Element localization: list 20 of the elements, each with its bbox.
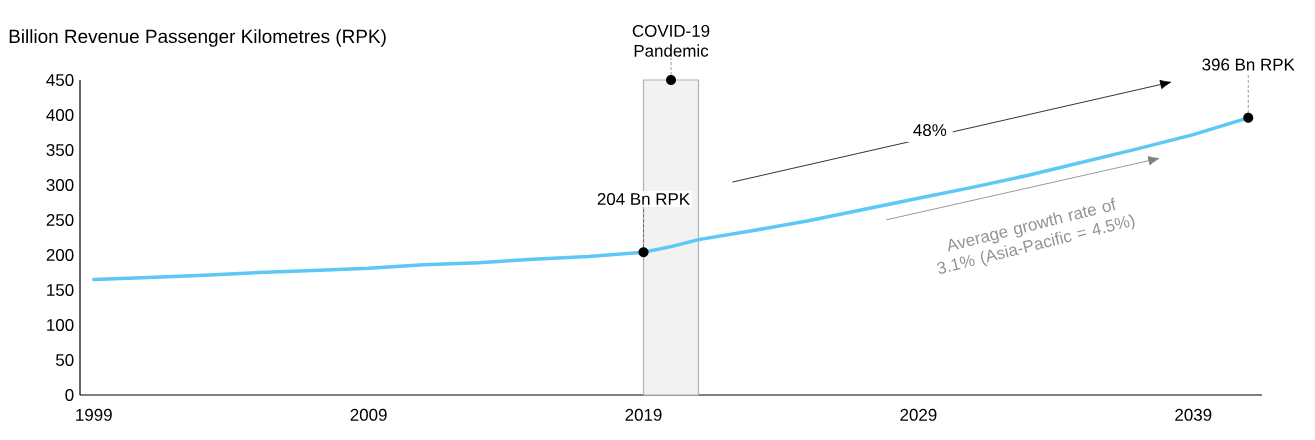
y-tick-label: 400 bbox=[46, 109, 74, 121]
y-tick-label: 300 bbox=[46, 179, 74, 191]
y-tick-label: 150 bbox=[47, 284, 74, 296]
annotation: 48% bbox=[913, 124, 947, 137]
x-tick-label: 2039 bbox=[1175, 408, 1212, 421]
y-tick-label: 450 bbox=[46, 74, 74, 86]
y-tick-label: 350 bbox=[46, 144, 74, 156]
y-tick-label: 200 bbox=[46, 249, 74, 261]
y-tick-label: 100 bbox=[47, 319, 74, 331]
annotation: 396 Bn RPK bbox=[1202, 58, 1295, 71]
y-tick-label: 50 bbox=[55, 354, 74, 366]
annotation: 204 Bn RPK bbox=[597, 193, 690, 205]
y-tick-label: 0 bbox=[65, 389, 74, 401]
band-label: COVID-19 Pandemic bbox=[632, 24, 710, 57]
y-tick-label: 250 bbox=[46, 214, 74, 226]
y-axis-title: Billion Revenue Passenger Kilometres (RPK) bbox=[9, 29, 386, 47]
x-tick-label: 1999 bbox=[76, 408, 112, 421]
x-tick-label: 2009 bbox=[350, 408, 387, 421]
x-tick-label: 2029 bbox=[900, 408, 937, 421]
x-tick-label: 2019 bbox=[625, 408, 662, 421]
